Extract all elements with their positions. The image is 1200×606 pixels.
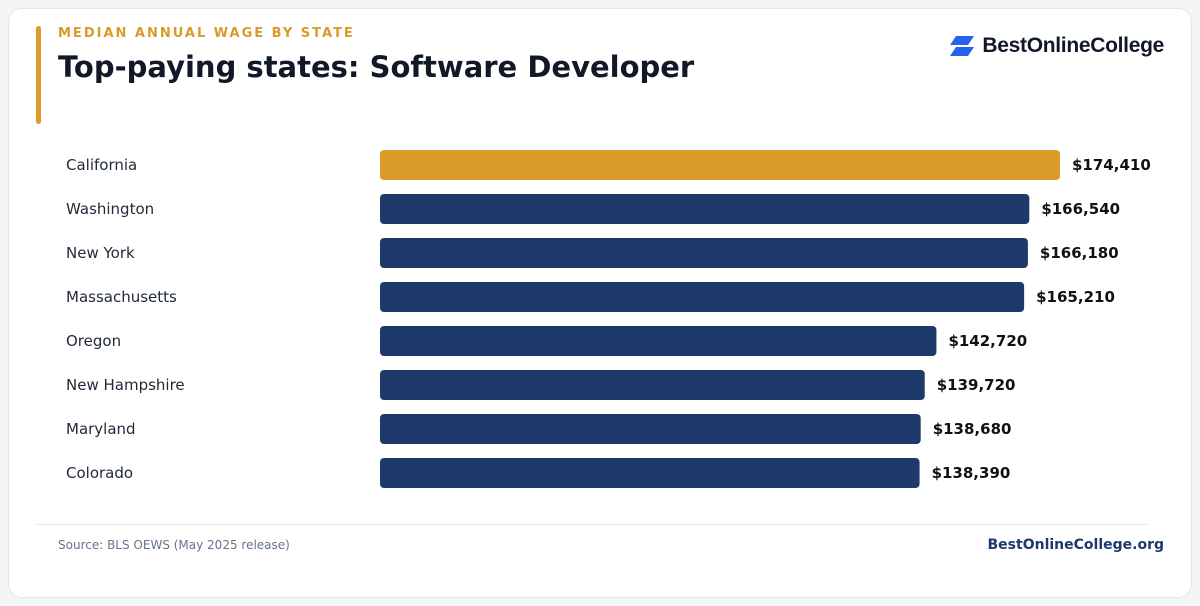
source-note: Source: BLS OEWS (May 2025 release) — [58, 538, 290, 552]
bar-new-hampshire[interactable] — [380, 370, 925, 400]
category-label: New Hampshire — [66, 376, 185, 394]
logo-text: BestOnlineCollege — [982, 34, 1164, 57]
value-label: $138,390 — [932, 464, 1011, 482]
category-label: New York — [66, 244, 135, 262]
brand-logo[interactable]: BestOnlineCollege — [950, 32, 1164, 60]
logo-mark-icon — [950, 36, 975, 56]
value-label: $165,210 — [1036, 288, 1115, 306]
value-label: $166,180 — [1040, 244, 1119, 262]
bar-massachusetts[interactable] — [380, 282, 1025, 312]
value-label: $142,720 — [948, 332, 1027, 350]
category-label: Maryland — [66, 420, 136, 438]
category-label: Massachusetts — [66, 288, 177, 306]
category-label: California — [66, 156, 137, 174]
footer-brand-link[interactable]: BestOnlineCollege.org — [987, 537, 1164, 553]
value-label: $139,720 — [937, 376, 1016, 394]
bar-new-york[interactable] — [380, 238, 1028, 268]
value-label: $138,680 — [933, 420, 1012, 438]
bar-california[interactable] — [380, 150, 1060, 180]
value-label: $174,410 — [1072, 156, 1151, 174]
bar-maryland[interactable] — [380, 414, 921, 444]
category-label: Washington — [66, 200, 154, 218]
category-label: Colorado — [66, 464, 133, 482]
value-label: $166,540 — [1041, 200, 1120, 218]
accent-bar — [36, 26, 41, 124]
chart-title: Top-paying states: Software Developer — [58, 50, 695, 84]
bar-colorado[interactable] — [380, 458, 920, 488]
bar-washington[interactable] — [380, 194, 1030, 224]
chart-eyebrow: MEDIAN ANNUAL WAGE BY STATE — [58, 26, 355, 41]
bar-oregon[interactable] — [380, 326, 937, 356]
category-label: Oregon — [66, 332, 121, 350]
footer-divider — [36, 524, 1148, 525]
